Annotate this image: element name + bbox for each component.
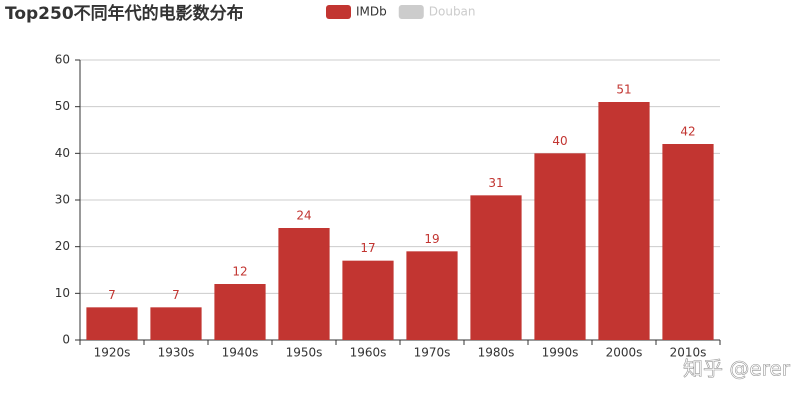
y-tick-label: 40 (55, 146, 70, 160)
bar (342, 260, 394, 340)
x-tick-label: 2010s (670, 346, 707, 360)
bar (662, 144, 714, 340)
data-label: 19 (424, 232, 439, 246)
y-tick-label: 50 (55, 99, 70, 113)
bar (214, 284, 266, 340)
data-label: 42 (680, 125, 695, 139)
data-label: 51 (616, 83, 631, 97)
bar (278, 228, 330, 340)
data-label: 7 (172, 288, 180, 302)
bar (534, 153, 586, 340)
y-tick-label: 30 (55, 193, 70, 207)
bar (86, 307, 138, 340)
x-tick-label: 1920s (94, 346, 131, 360)
data-label: 17 (360, 241, 375, 255)
bar (470, 195, 522, 340)
data-label: 7 (108, 288, 116, 302)
data-label: 31 (488, 176, 503, 190)
y-tick-label: 10 (55, 286, 70, 300)
legend-label[interactable]: IMDb (356, 5, 387, 19)
legend-label[interactable]: Douban (429, 5, 476, 19)
bar (150, 307, 202, 340)
x-tick-label: 1970s (414, 346, 451, 360)
x-tick-label: 1990s (542, 346, 579, 360)
y-tick-label: 60 (55, 53, 70, 67)
x-tick-label: 2000s (606, 346, 643, 360)
x-tick-label: 1940s (222, 346, 259, 360)
chart-title: Top250不同年代的电影数分布 (5, 3, 244, 24)
watermark: 知乎 @erer (683, 357, 791, 381)
bar (598, 102, 650, 340)
legend-swatch[interactable] (326, 5, 351, 19)
legend-swatch[interactable] (398, 5, 424, 19)
x-tick-label: 1930s (158, 346, 195, 360)
data-label: 40 (552, 134, 567, 148)
bar (406, 251, 458, 340)
data-label: 12 (232, 265, 247, 279)
y-tick-label: 0 (62, 333, 70, 347)
x-tick-label: 1950s (286, 346, 323, 360)
x-tick-label: 1980s (478, 346, 515, 360)
x-tick-label: 1960s (350, 346, 387, 360)
y-tick-label: 20 (55, 239, 70, 253)
data-label: 24 (296, 209, 311, 223)
